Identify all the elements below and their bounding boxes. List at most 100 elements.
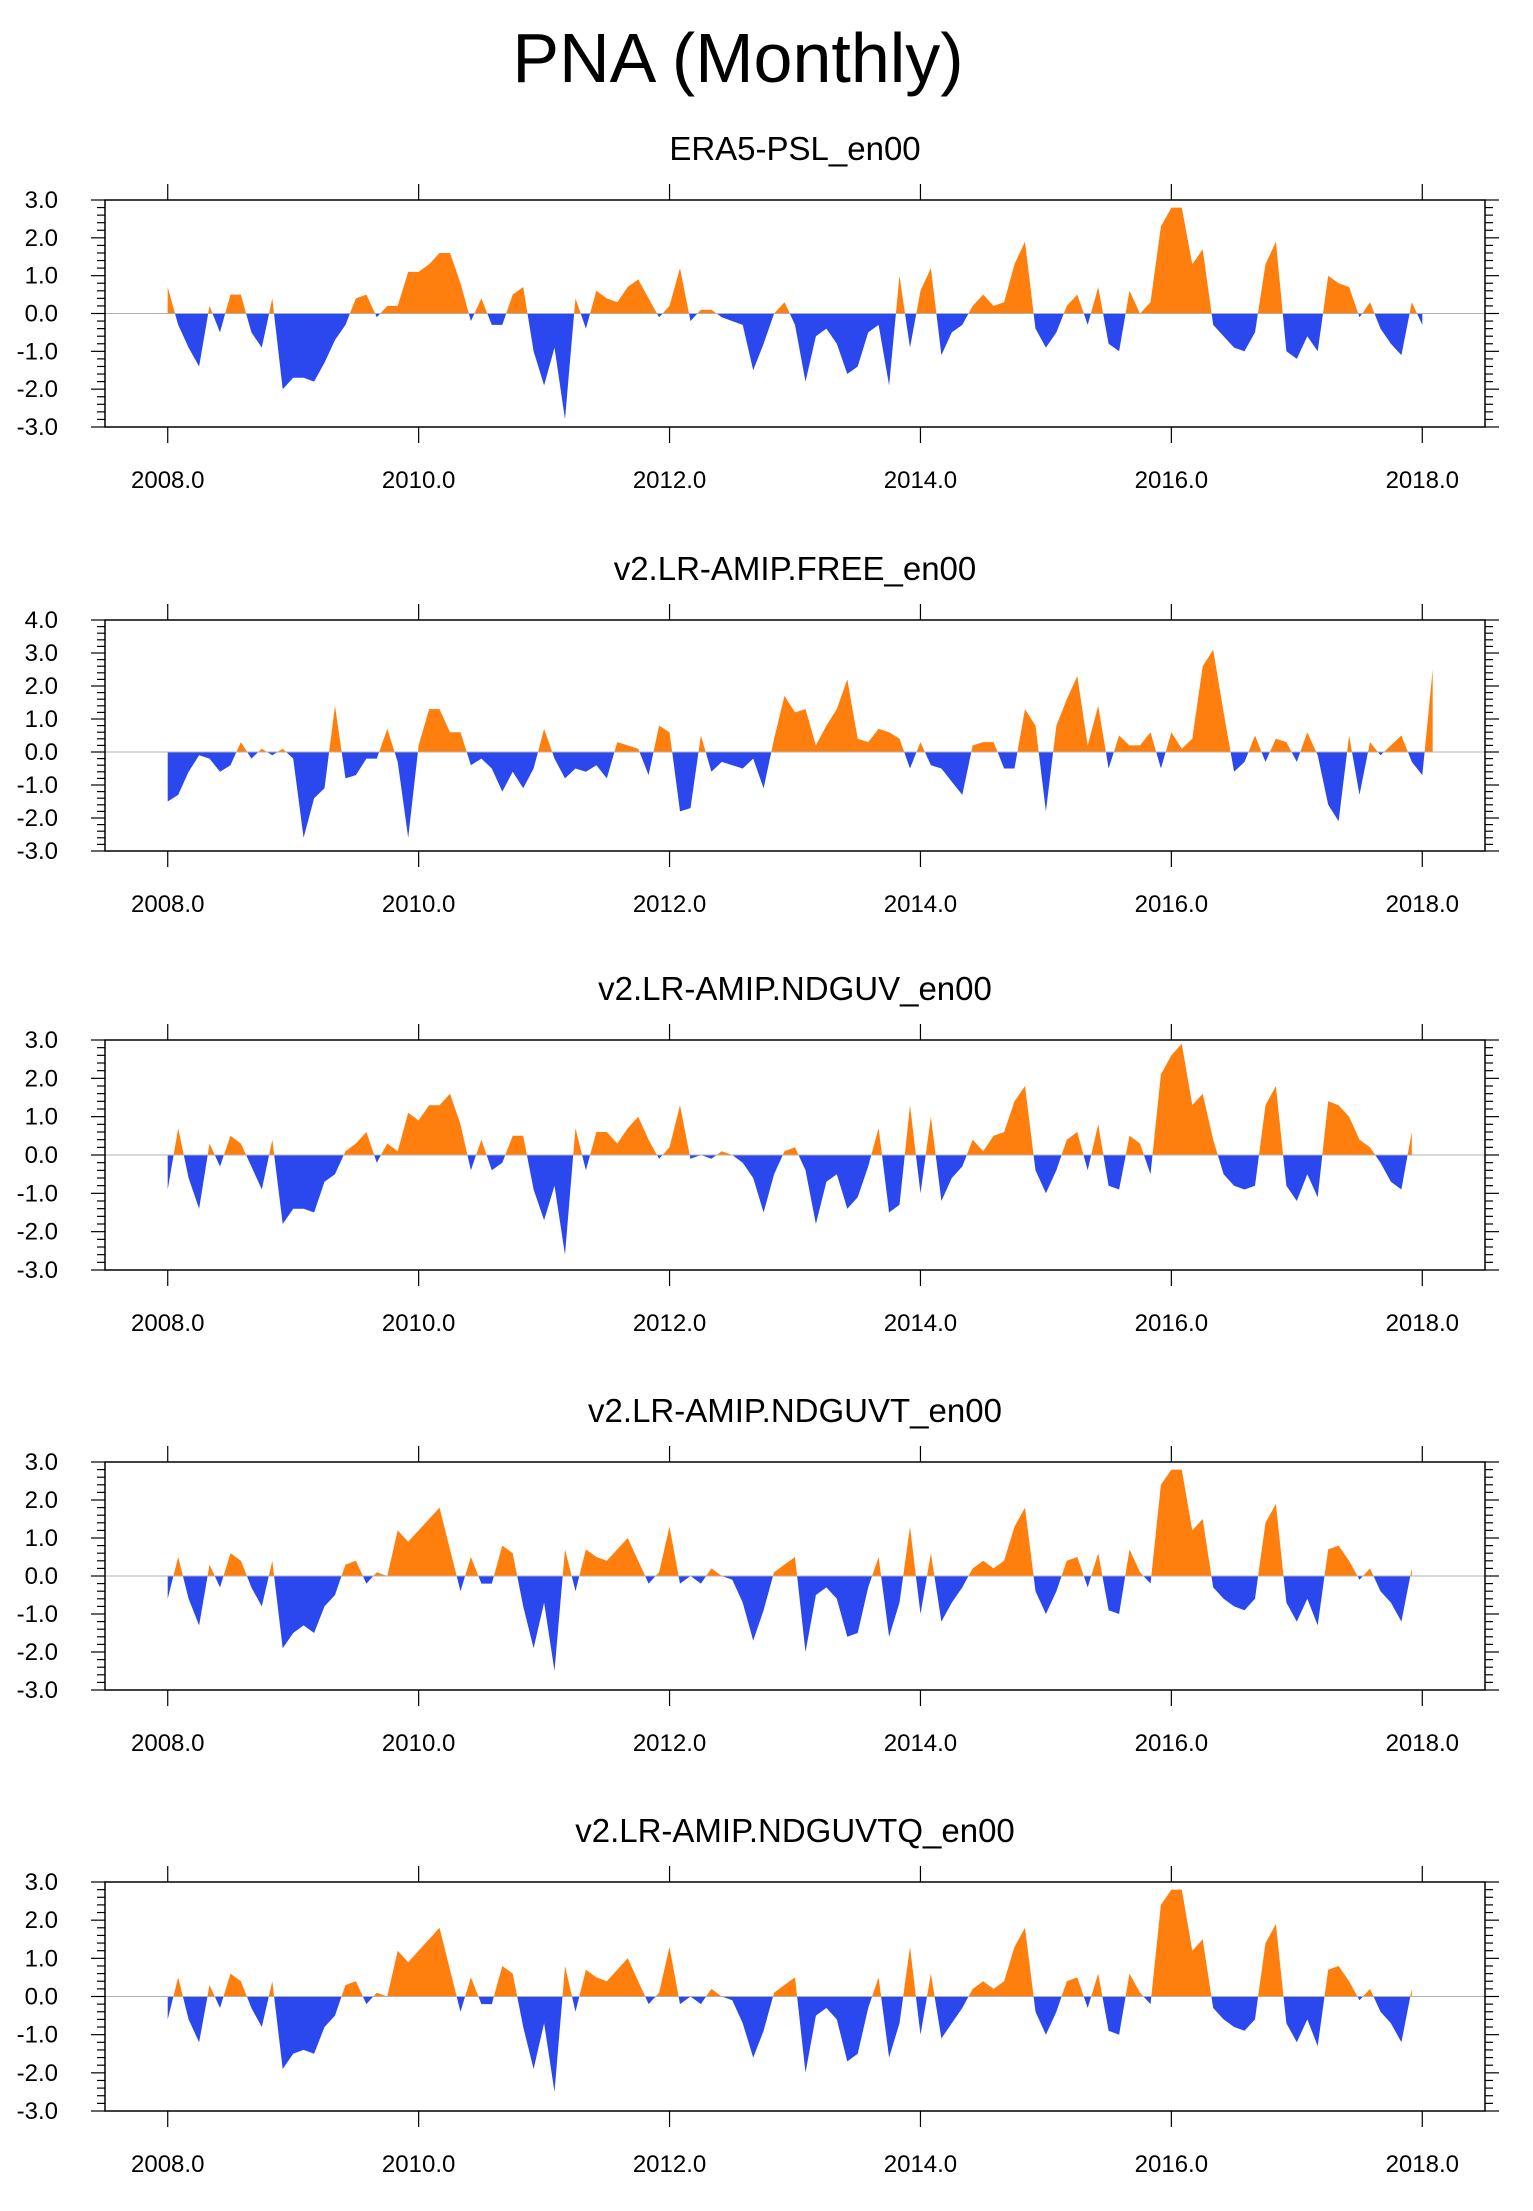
- positive-area: [895, 275, 905, 314]
- negative-area: [678, 1996, 691, 2005]
- negative-area: [789, 313, 896, 386]
- negative-area: [924, 752, 972, 795]
- negative-area: [374, 1155, 381, 1163]
- y-tick-label: -1.0: [17, 338, 58, 365]
- positive-area: [349, 294, 376, 314]
- y-tick-label: 1.0: [25, 263, 58, 290]
- negative-area: [645, 1576, 656, 1584]
- positive-area: [381, 1093, 468, 1155]
- positive-area: [871, 1128, 882, 1155]
- positive-area: [268, 1560, 275, 1576]
- negative-area: [478, 1996, 494, 2005]
- negative-area: [1083, 1576, 1092, 1588]
- x-tick-label: 2018.0: [1386, 467, 1459, 494]
- negative-area: [1357, 1996, 1363, 2001]
- negative-area: [1103, 1155, 1126, 1190]
- negative-area: [466, 752, 538, 792]
- x-tick-label: 2008.0: [131, 1310, 204, 1337]
- positive-area: [1165, 649, 1231, 752]
- negative-area: [362, 1576, 374, 1584]
- positive-area: [968, 241, 1034, 314]
- positive-area: [562, 1549, 572, 1576]
- negative-area: [1357, 1576, 1363, 1580]
- positive-area: [1363, 1988, 1374, 1997]
- x-tick-label: 2014.0: [884, 891, 957, 918]
- x-tick-label: 2008.0: [131, 467, 204, 494]
- negative-area: [716, 313, 775, 371]
- positive-area: [573, 1128, 583, 1155]
- negative-area: [1374, 313, 1410, 356]
- x-tick-label: 2014.0: [884, 467, 957, 494]
- positive-area: [1407, 1132, 1412, 1155]
- negative-area: [286, 752, 330, 838]
- negative-area: [214, 1576, 224, 1588]
- negative-area: [467, 1155, 477, 1171]
- positive-area: [1324, 1966, 1358, 1997]
- y-tick-label: -2.0: [17, 805, 58, 832]
- negative-area: [1283, 1576, 1325, 1626]
- x-tick-label: 2010.0: [382, 891, 455, 918]
- positive-area: [1347, 735, 1352, 752]
- negative-area: [517, 1576, 563, 1671]
- positive-area: [1424, 669, 1433, 752]
- x-tick-label: 2012.0: [633, 891, 706, 918]
- y-tick-label: 1.0: [25, 1104, 58, 1131]
- negative-area: [1143, 1155, 1153, 1175]
- positive-area: [903, 1526, 916, 1576]
- negative-area: [882, 1155, 905, 1213]
- negative-area: [167, 1996, 174, 2020]
- negative-area: [690, 1996, 707, 2005]
- x-tick-label: 2016.0: [1135, 891, 1208, 918]
- negative-area: [212, 313, 226, 333]
- positive-area: [927, 1553, 935, 1576]
- negative-area: [375, 313, 381, 318]
- positive-area: [167, 287, 175, 314]
- positive-area: [223, 1553, 247, 1576]
- negative-area: [672, 752, 699, 812]
- negative-area: [1358, 313, 1363, 318]
- positive-area: [258, 748, 267, 752]
- x-tick-label: 2012.0: [633, 2151, 706, 2178]
- positive-area: [1363, 1568, 1374, 1576]
- y-tick-label: -3.0: [17, 2098, 58, 2125]
- negative-area: [1417, 313, 1423, 325]
- negative-area: [934, 1996, 969, 2039]
- positive-area: [1061, 1132, 1084, 1155]
- figure-title: PNA (Monthly): [512, 19, 963, 97]
- positive-area: [1383, 735, 1408, 752]
- y-tick-label: 2.0: [25, 1907, 58, 1934]
- negative-area: [487, 313, 507, 325]
- x-tick-label: 2010.0: [382, 2151, 455, 2178]
- negative-area: [274, 1996, 342, 2069]
- negative-area: [689, 1155, 701, 1159]
- y-tick-label: 0.0: [25, 1142, 58, 1169]
- negative-area: [486, 1155, 506, 1171]
- x-tick-label: 2008.0: [131, 1730, 204, 1757]
- positive-area: [173, 1557, 183, 1576]
- x-tick-label: 2016.0: [1135, 1730, 1208, 1757]
- positive-area: [966, 1086, 1034, 1155]
- x-tick-label: 2012.0: [633, 1310, 706, 1337]
- y-tick-label: 1.0: [25, 1525, 58, 1552]
- x-tick-label: 2018.0: [1386, 891, 1459, 918]
- negative-area: [1373, 1576, 1411, 1622]
- positive-area: [1061, 1557, 1084, 1576]
- positive-area: [343, 1132, 375, 1155]
- positive-area: [579, 1538, 646, 1576]
- negative-area: [527, 313, 575, 420]
- positive-area: [1061, 1977, 1084, 1997]
- negative-area: [394, 752, 418, 838]
- x-tick-label: 2018.0: [1386, 2151, 1459, 2178]
- positive-area: [225, 294, 247, 314]
- positive-area: [538, 728, 553, 752]
- negative-area: [1283, 1996, 1325, 2047]
- positive-area: [1091, 1124, 1104, 1155]
- negative-area: [175, 313, 209, 367]
- negative-area: [456, 1996, 466, 2012]
- x-tick-label: 2016.0: [1135, 467, 1208, 494]
- positive-area: [207, 1564, 215, 1576]
- negative-area: [246, 1576, 269, 1607]
- negative-area: [167, 1576, 174, 1599]
- negative-area: [1038, 752, 1054, 812]
- positive-area: [505, 1135, 527, 1155]
